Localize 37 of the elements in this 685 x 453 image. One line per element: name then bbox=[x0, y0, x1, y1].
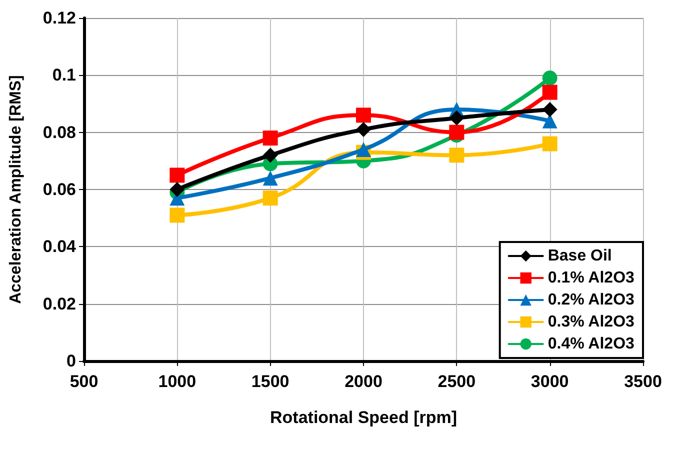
x-tick-label: 2500 bbox=[438, 372, 476, 391]
y-axis-title: Acceleration Amplitude [RMS] bbox=[8, 75, 24, 304]
y-tick-label: 0.1 bbox=[52, 66, 76, 85]
legend-label: 0.3% Al2O3 bbox=[548, 314, 635, 330]
x-tick-label: 1500 bbox=[251, 372, 290, 391]
y-tick-label: 0.08 bbox=[42, 122, 76, 142]
legend-label: Base Oil bbox=[548, 248, 612, 264]
y-tick-label: 0.02 bbox=[42, 294, 76, 314]
y-tick-label: 0 bbox=[66, 352, 76, 370]
x-tick-label: 500 bbox=[70, 372, 98, 391]
point bbox=[542, 84, 558, 100]
point bbox=[170, 168, 185, 183]
point bbox=[356, 142, 371, 157]
point bbox=[542, 70, 558, 86]
x-axis-title: Rotational Speed [rpm] bbox=[270, 408, 458, 427]
y-tick-label: 0.12 bbox=[42, 8, 76, 28]
point bbox=[262, 130, 278, 146]
point bbox=[170, 208, 185, 223]
point bbox=[170, 182, 185, 197]
point bbox=[356, 122, 371, 137]
x-tick-label: 1000 bbox=[158, 372, 196, 391]
point bbox=[262, 148, 278, 163]
x-tick-label: 3500 bbox=[624, 372, 662, 391]
point bbox=[262, 190, 278, 206]
point bbox=[449, 148, 464, 163]
x-tick-label: 3000 bbox=[530, 372, 569, 391]
legend-label: 0.1% Al2O3 bbox=[548, 270, 635, 286]
point bbox=[542, 136, 558, 152]
point bbox=[542, 102, 558, 117]
y-tick-label: 0.04 bbox=[42, 237, 77, 256]
legend-label: 0.4% Al2O3 bbox=[548, 336, 635, 352]
point bbox=[356, 108, 371, 123]
point bbox=[262, 170, 278, 186]
y-tick-label: 0.06 bbox=[42, 180, 76, 199]
point bbox=[449, 110, 464, 126]
legend-label: 0.2% Al2O3 bbox=[548, 292, 635, 308]
x-tick-label: 2000 bbox=[344, 372, 382, 391]
